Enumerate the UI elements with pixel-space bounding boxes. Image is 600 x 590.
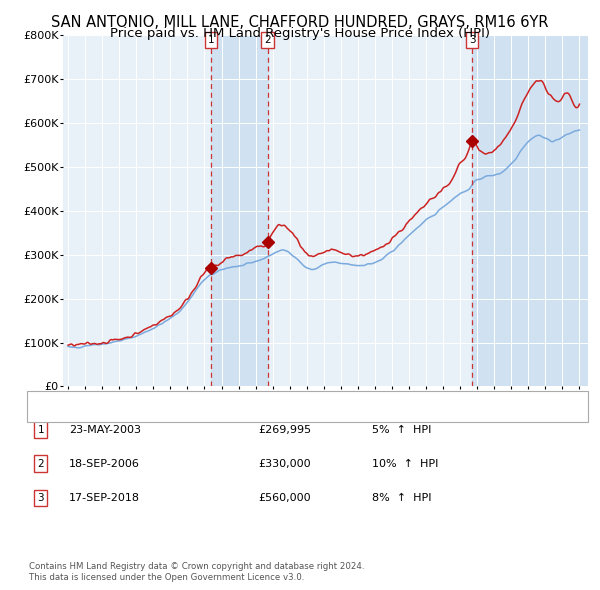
Text: 18-SEP-2006: 18-SEP-2006 xyxy=(69,459,140,468)
Bar xyxy=(211,35,268,386)
Text: £560,000: £560,000 xyxy=(258,493,311,503)
Text: ─────: ───── xyxy=(34,407,72,419)
Text: Price paid vs. HM Land Registry's House Price Index (HPI): Price paid vs. HM Land Registry's House … xyxy=(110,27,490,40)
Text: 23-MAY-2003: 23-MAY-2003 xyxy=(69,425,141,434)
Text: 3: 3 xyxy=(469,35,476,45)
Text: 3: 3 xyxy=(37,493,44,503)
Text: £330,000: £330,000 xyxy=(258,459,311,468)
Text: 8%  ↑  HPI: 8% ↑ HPI xyxy=(372,493,431,503)
Text: SAN ANTONIO, MILL LANE, CHAFFORD HUNDRED, GRAYS, RM16 6YR (detached house): SAN ANTONIO, MILL LANE, CHAFFORD HUNDRED… xyxy=(66,395,489,405)
Text: 2: 2 xyxy=(265,35,271,45)
Text: 10%  ↑  HPI: 10% ↑ HPI xyxy=(372,459,439,468)
Bar xyxy=(472,35,588,386)
Text: 5%  ↑  HPI: 5% ↑ HPI xyxy=(372,425,431,434)
Text: 2: 2 xyxy=(37,459,44,468)
Text: Contains HM Land Registry data © Crown copyright and database right 2024.: Contains HM Land Registry data © Crown c… xyxy=(29,562,364,571)
Text: 17-SEP-2018: 17-SEP-2018 xyxy=(69,493,140,503)
Text: £269,995: £269,995 xyxy=(258,425,311,434)
Text: SAN ANTONIO, MILL LANE, CHAFFORD HUNDRED, GRAYS, RM16 6YR: SAN ANTONIO, MILL LANE, CHAFFORD HUNDRED… xyxy=(51,15,549,30)
Text: 1: 1 xyxy=(37,425,44,434)
Text: 1: 1 xyxy=(208,35,214,45)
Text: ─────: ───── xyxy=(34,394,72,407)
Text: HPI: Average price, detached house, Thurrock: HPI: Average price, detached house, Thur… xyxy=(66,408,290,418)
Text: This data is licensed under the Open Government Licence v3.0.: This data is licensed under the Open Gov… xyxy=(29,572,304,582)
